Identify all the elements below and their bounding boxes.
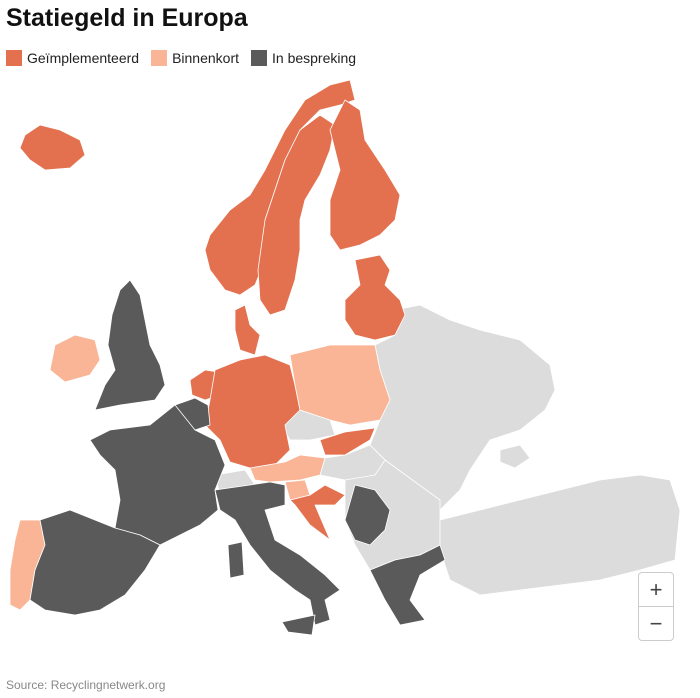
zoom-control: + −: [638, 572, 674, 641]
country: [369, 544, 446, 626]
country: [289, 344, 391, 426]
legend-item: Binnenkort: [151, 50, 239, 66]
country: [29, 509, 161, 616]
country: [19, 124, 86, 171]
zoom-in-button[interactable]: +: [649, 577, 663, 602]
legend-item: In bespreking: [251, 50, 356, 66]
country: [344, 254, 406, 341]
country: [227, 541, 245, 579]
zoom-out-button[interactable]: −: [639, 606, 673, 640]
country: [319, 444, 386, 481]
legend-label: Binnenkort: [172, 50, 239, 66]
country: [49, 334, 101, 383]
country: [344, 484, 391, 546]
country: [319, 427, 376, 456]
legend-label: In bespreking: [272, 50, 357, 66]
legend-label: Geïmplementeerd: [27, 50, 140, 66]
country: [234, 304, 261, 356]
country: [499, 444, 531, 469]
other-countries: [214, 304, 681, 596]
title: Statiegeld in Europa: [6, 4, 248, 32]
country: [439, 474, 681, 596]
legend-item: Geïmplementeerd: [6, 50, 139, 66]
country: [329, 99, 401, 251]
country: [284, 479, 311, 501]
country: [94, 279, 166, 411]
legend-swatch: [251, 50, 267, 66]
country: [204, 79, 356, 296]
map: [9, 79, 681, 636]
country: [289, 484, 346, 541]
country: [257, 114, 336, 316]
country: [214, 481, 341, 626]
country: [281, 614, 316, 636]
legend-swatch: [6, 50, 22, 66]
country: [249, 454, 326, 483]
legend: Geïmplementeerd Binnenkort In bespreking: [6, 50, 356, 66]
legend-swatch: [151, 50, 168, 66]
country: [89, 404, 226, 546]
source: Source: Recyclingnetwerk.org: [6, 678, 166, 692]
country: [204, 354, 301, 469]
